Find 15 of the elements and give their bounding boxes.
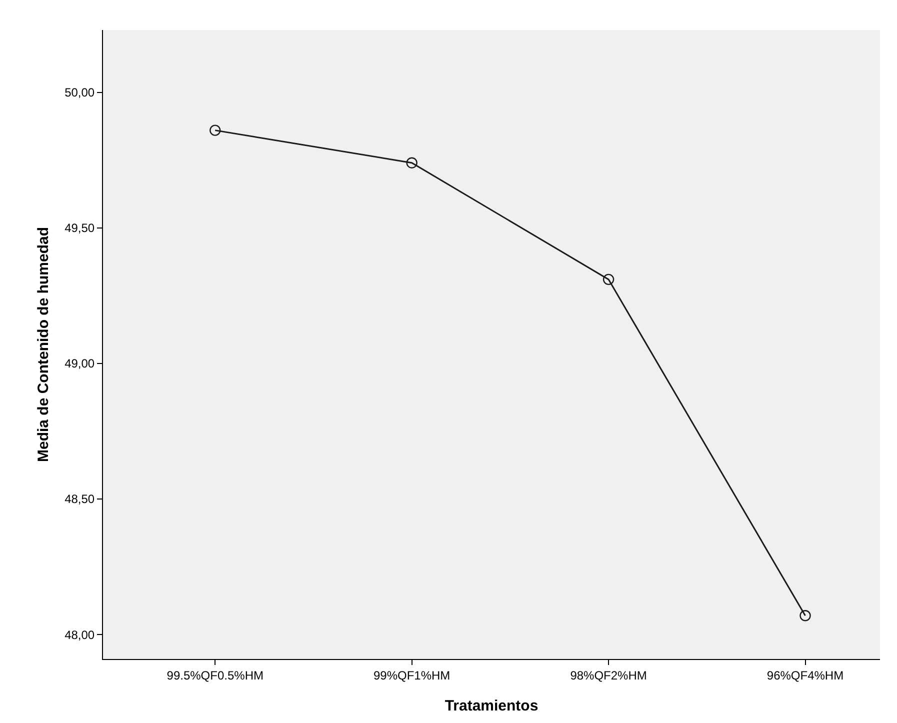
y-tick-label: 48,50 [64,492,95,506]
point [800,610,811,622]
y-tick-label: 48,00 [64,628,95,642]
y-tick-label: 50,00 [64,86,95,100]
point [602,274,614,286]
x-tick-label: 99%QF1%HM [373,668,450,682]
y-tick-label: 49,00 [64,356,95,371]
x-tick-label: 98%QF2%HM [570,668,647,682]
y-tick-label: 49,50 [64,221,95,236]
x-tick-label: 99.5%QF0.5%HM [166,668,264,682]
x-axis-title: Tratamientos [444,697,538,714]
y-axis-title: Media de Contenido de humedad [34,226,52,462]
point [406,157,418,168]
point [210,124,221,136]
x-tick-label: 96%QF4%HM [766,668,844,682]
